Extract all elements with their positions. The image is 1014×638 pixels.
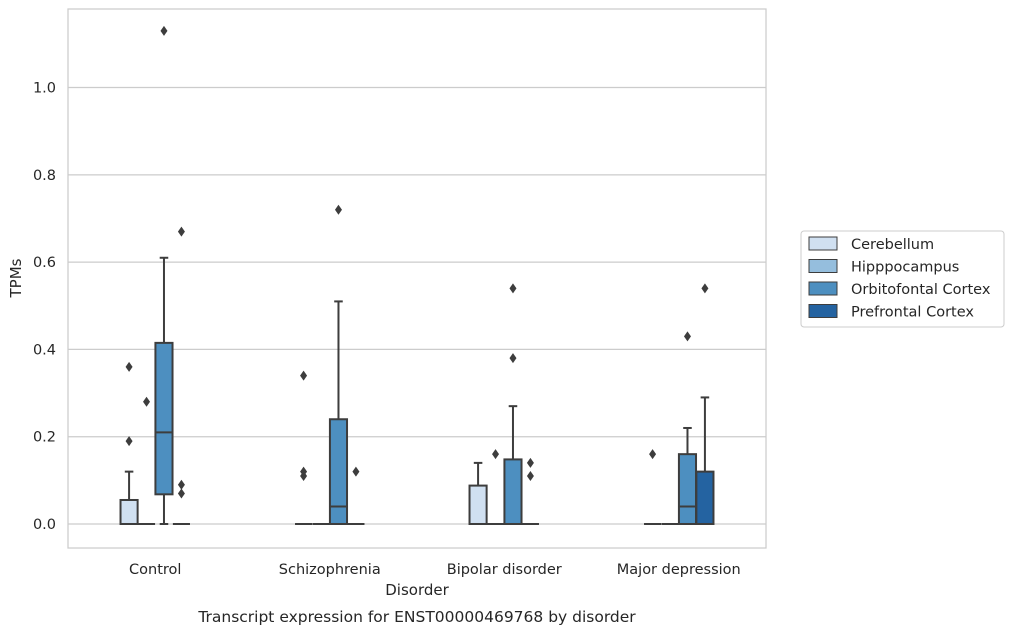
outlier-point (649, 449, 657, 460)
outlier-point (160, 25, 168, 36)
outlier-point (352, 466, 360, 477)
outlier-point (177, 488, 185, 499)
outlier-point (300, 466, 308, 477)
box-group (172, 226, 190, 525)
y-tick-label: 0.8 (33, 168, 56, 184)
y-tick-label: 0.4 (33, 342, 56, 358)
box-iqr (503, 458, 523, 525)
outlier-point (526, 457, 534, 468)
box-group (347, 466, 365, 525)
box-marks (119, 25, 715, 525)
box-group (521, 457, 539, 525)
legend-swatch (808, 281, 838, 296)
outlier-point (125, 361, 133, 372)
outlier-point (683, 331, 691, 342)
legend-label: Prefrontal Cortex (851, 305, 974, 321)
box-group (503, 283, 523, 525)
plot-area (68, 9, 766, 548)
outlier-point (177, 479, 185, 490)
box-iqr (328, 418, 349, 525)
chart-caption: Transcript expression for ENST0000046976… (197, 608, 636, 626)
outlier-point (143, 396, 151, 407)
outlier-point (509, 283, 517, 294)
y-tick-label: 1.0 (33, 81, 56, 97)
legend-frame (800, 230, 1005, 328)
box-iqr (677, 453, 698, 525)
legend-swatch (808, 236, 838, 251)
y-tick-label: 0.6 (33, 255, 56, 271)
box-group (468, 461, 488, 525)
x-axis-ticks: Control Schizophrenia Bipolar disorder Majo… (129, 562, 741, 578)
plot-frame (67, 8, 767, 549)
x-tick-label: Control (129, 562, 181, 578)
y-tick-label: 0.2 (33, 430, 56, 446)
legend-item: Cerebellum (808, 236, 934, 253)
box-group (154, 25, 174, 525)
legend-label: Hipppocampus (851, 260, 959, 276)
box-group (328, 204, 349, 525)
y-axis-label: TPMs (7, 258, 25, 298)
legend-label: Orbitofontal Cortex (851, 282, 991, 298)
box-group (295, 370, 313, 525)
y-tick-label: 0.0 (33, 517, 56, 533)
outlier-point (492, 449, 500, 460)
legend-item: Prefrontal Cortex (808, 304, 974, 321)
box-group (486, 449, 505, 525)
outlier-point (125, 436, 133, 447)
box-iqr (468, 484, 488, 525)
legend-item: Orbitofontal Cortex (808, 281, 991, 298)
legend-swatch (808, 304, 838, 318)
outlier-point (334, 204, 342, 215)
box-group (695, 283, 715, 525)
outlier-point (701, 283, 709, 294)
x-axis-label: Disorder (385, 581, 449, 599)
box-group (119, 361, 139, 525)
legend-label: Cerebellum (851, 237, 934, 253)
box-group (137, 396, 156, 525)
x-tick-label: Schizophrenia (279, 562, 381, 578)
box-iqr (154, 341, 174, 496)
y-axis-ticks: 0.0 0.2 0.4 0.6 0.8 1.0 (33, 81, 56, 533)
legend-item: Hipppocampus (808, 259, 959, 276)
x-tick-label: Bipolar disorder (447, 562, 562, 578)
x-tick-label: Major depression (617, 562, 741, 578)
legend-swatch (808, 259, 838, 273)
outlier-point (526, 470, 534, 481)
outlier-point (177, 226, 185, 237)
outlier-point (300, 370, 308, 381)
outlier-point (509, 353, 517, 364)
box-iqr (119, 498, 139, 525)
box-group (644, 449, 662, 525)
box-iqr (695, 470, 715, 525)
legend: Cerebellum Hipppocampus Orbitofontal Corte… (800, 230, 1005, 328)
